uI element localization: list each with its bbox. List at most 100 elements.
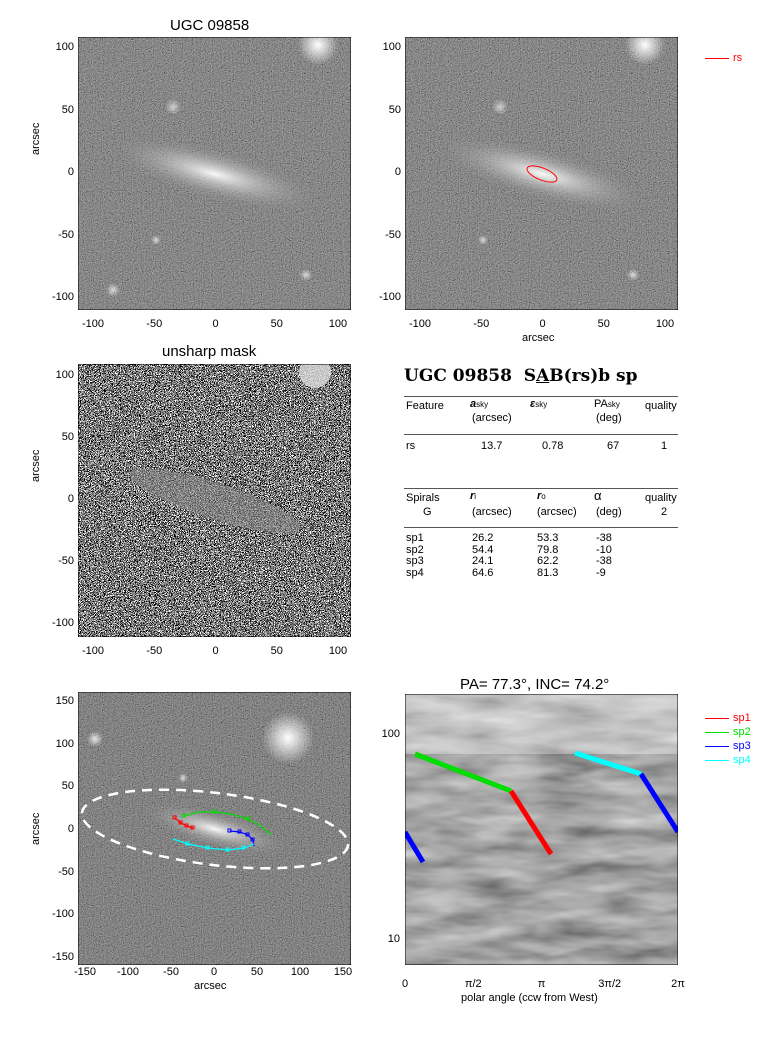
mid-left-title: unsharp mask bbox=[162, 343, 257, 360]
legend-sp4-line bbox=[705, 760, 729, 761]
hdr-e: εsky bbox=[530, 398, 548, 410]
ml-y-tick-label: -50 bbox=[58, 555, 74, 567]
spiral-overlay-sp3 bbox=[227, 828, 255, 847]
hdr-quality: quality bbox=[645, 400, 677, 412]
spiral-sp2-alpha: -10 bbox=[596, 543, 612, 556]
bl-x-tick-label: -150 bbox=[73, 966, 97, 978]
polar-line-sp4 bbox=[574, 750, 642, 777]
bottom-left-xlabel: arcsec bbox=[194, 980, 227, 992]
br-x-tick-label: π bbox=[537, 978, 546, 990]
tr-y-tick-label: -100 bbox=[378, 291, 401, 303]
tr-x-tick-label: 100 bbox=[655, 318, 675, 330]
spiral-sp2-name: sp2 bbox=[406, 543, 424, 556]
feature-rs-quality: 1 bbox=[661, 440, 668, 452]
tl-x-tick-label: 0 bbox=[212, 318, 219, 330]
spiral-sp4-ri: 64.6 bbox=[472, 566, 494, 579]
legend-sp2-line bbox=[705, 732, 729, 733]
hdr-feature: Feature bbox=[406, 400, 444, 412]
feature-rs-name: rs bbox=[406, 440, 416, 452]
spiral-sp4-ro: 81.3 bbox=[537, 566, 559, 579]
br-x-tick-label: π/2 bbox=[464, 978, 482, 990]
hdr-a: asky bbox=[470, 398, 489, 410]
bl-x-tick-label: 100 bbox=[290, 966, 310, 978]
spiral-sp4-alpha: -9 bbox=[596, 566, 606, 579]
bl-y-tick-label: 0 bbox=[67, 823, 74, 835]
bl-y-tick-label: 100 bbox=[55, 737, 74, 750]
polar-line-sp1 bbox=[508, 789, 554, 856]
bl-x-tick-label: -100 bbox=[116, 966, 140, 978]
br-x-tick-label: 0 bbox=[401, 978, 409, 990]
galaxy-image-top-left bbox=[78, 37, 351, 310]
tl-x-tick-label: 100 bbox=[328, 318, 348, 330]
morph-underlined: A bbox=[536, 366, 550, 386]
polar-projection-image bbox=[405, 694, 678, 965]
polar-line-sp3a bbox=[638, 772, 678, 834]
spiral-overlay-sp1 bbox=[172, 815, 195, 830]
mid-left-ylabel: arcsec bbox=[30, 449, 42, 482]
hdr-alpha: α bbox=[594, 488, 602, 503]
spiral-overlay-sp2 bbox=[181, 809, 272, 836]
bl-x-tick-label: 150 bbox=[333, 966, 353, 978]
ml-y-tick-label: 100 bbox=[55, 369, 74, 381]
tr-y-tick-label: 0 bbox=[394, 166, 401, 178]
bl-x-tick-label: 50 bbox=[250, 966, 264, 978]
hdr-spirals: Spirals bbox=[406, 492, 440, 504]
ml-y-tick-label: 0 bbox=[67, 493, 74, 505]
bottom-right-title: PA= 77.3°, INC= 74.2° bbox=[460, 676, 610, 693]
bl-y-tick-label: -150 bbox=[51, 951, 74, 963]
spiral-overlay-sp4 bbox=[172, 838, 255, 852]
br-x-tick-label: 2π bbox=[671, 978, 685, 990]
spiral-sp4-name: sp4 bbox=[406, 566, 424, 579]
tl-x-tick-label: -50 bbox=[146, 318, 163, 330]
top-left-title: UGC 09858 bbox=[170, 17, 250, 34]
spiral-sp3-ri: 24.1 bbox=[472, 555, 494, 567]
legend-sp1-label: sp1 bbox=[733, 712, 751, 724]
rule-4 bbox=[404, 527, 678, 528]
tr-x-tick-label: -100 bbox=[408, 318, 432, 330]
hdr-pa: PAsky bbox=[594, 398, 620, 410]
hdr-g: G bbox=[423, 506, 432, 518]
tr-y-tick-label: 100 bbox=[382, 41, 401, 53]
hdr-ri: ri bbox=[470, 490, 477, 502]
rule-3 bbox=[404, 488, 678, 489]
hdr-alpha-unit: (deg) bbox=[596, 506, 622, 518]
hdr-ro-unit: (arcsec) bbox=[537, 506, 577, 518]
spiral-sp1-alpha: -38 bbox=[596, 532, 612, 544]
tr-y-tick-label: 50 bbox=[388, 103, 401, 116]
bottom-right-xlabel: polar angle (ccw from West) bbox=[461, 992, 598, 1004]
galaxy-name: UGC 09858 bbox=[404, 366, 512, 386]
polar-line-sp3b bbox=[405, 830, 426, 864]
spiral-sp3-name: sp3 bbox=[406, 555, 424, 567]
tr-y-tick-label: -50 bbox=[385, 228, 401, 241]
rule-2 bbox=[404, 434, 678, 435]
ml-x-tick-label: 0 bbox=[212, 645, 219, 657]
bl-x-tick-label: 0 bbox=[210, 966, 218, 978]
feature-rs-e: 0.78 bbox=[542, 440, 564, 452]
bottom-left-ylabel: arcsec bbox=[30, 812, 42, 845]
bl-y-tick-label: -50 bbox=[58, 865, 74, 878]
legend-sp3-label: sp3 bbox=[733, 740, 751, 752]
spiral-sp1-ri: 26.2 bbox=[472, 532, 494, 544]
legend-rs-label: rs bbox=[733, 52, 743, 64]
spiral-sp3-ro: 62.2 bbox=[537, 555, 559, 567]
legend-rs-line bbox=[705, 58, 729, 59]
top-left-ylabel: arcsec bbox=[30, 122, 42, 155]
legend-sp2-label: sp2 bbox=[733, 726, 751, 738]
tl-y-tick-label: -50 bbox=[58, 228, 74, 241]
feature-rs-a: 13.7 bbox=[481, 440, 503, 452]
tl-y-tick-label: 0 bbox=[67, 166, 74, 178]
bl-y-tick-label: 150 bbox=[55, 695, 74, 707]
feature-rs-pa: 67 bbox=[607, 440, 620, 452]
legend-sp4-label: sp4 bbox=[733, 754, 751, 766]
bl-x-tick-label: -50 bbox=[163, 966, 179, 978]
hdr-spiral-quality: quality bbox=[645, 492, 677, 504]
tr-x-tick-label: -50 bbox=[473, 318, 490, 330]
spiral-sp1-name: sp1 bbox=[406, 532, 424, 544]
tl-y-tick-label: -100 bbox=[51, 291, 74, 303]
bl-y-tick-label: -100 bbox=[51, 908, 74, 921]
hdr-a-unit: (arcsec) bbox=[472, 412, 512, 424]
rule-1 bbox=[404, 396, 678, 397]
br-y-tick-label: 100 bbox=[381, 728, 400, 740]
rs-ellipse bbox=[526, 165, 558, 183]
bl-y-tick-label: 50 bbox=[61, 780, 74, 793]
